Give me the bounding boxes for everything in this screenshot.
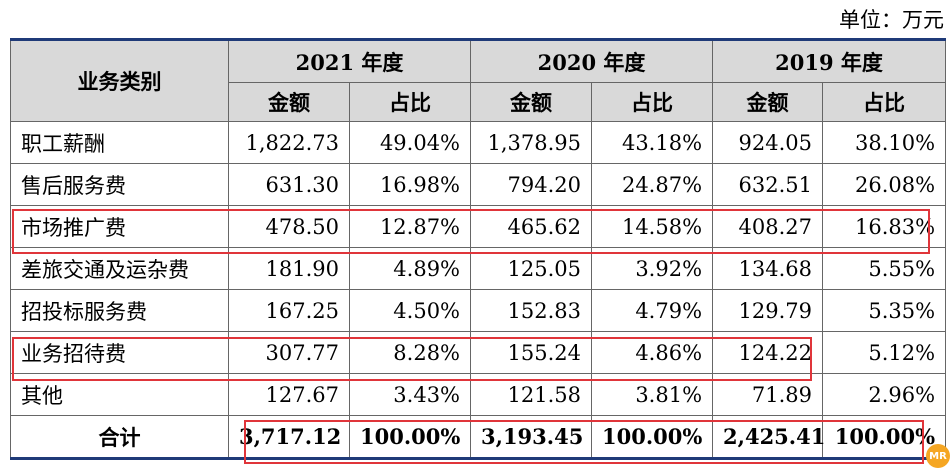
- total-ratio-2019: 100.00%: [822, 415, 947, 460]
- row-category: 职工薪酬: [10, 121, 229, 164]
- row-category: 差旅交通及运杂费: [10, 247, 229, 290]
- cell-amount-2021: 631.30: [228, 163, 350, 206]
- cell-amount-2020: 152.83: [470, 289, 593, 332]
- cell-amount-2020: 1,378.95: [470, 121, 593, 164]
- table-row: 市场推广费 478.50 12.87% 465.62 14.58% 408.27…: [10, 205, 947, 248]
- row-category: 招投标服务费: [10, 289, 229, 332]
- cell-amount-2021: 307.77: [228, 331, 350, 374]
- total-amount-2019: 2,425.41: [712, 415, 825, 460]
- table-row: 职工薪酬 1,822.73 49.04% 1,378.95 43.18% 924…: [10, 121, 947, 164]
- expense-table: 业务类别 2021 年度 2020 年度 2019 年度 金额 占比 金额 占比…: [10, 38, 947, 460]
- cell-ratio-2020: 4.86%: [591, 331, 714, 374]
- cell-ratio-2019: 26.08%: [822, 163, 947, 206]
- watermark-logo-icon: MR: [926, 444, 950, 468]
- cell-amount-2019: 408.27: [712, 205, 824, 248]
- cell-amount-2020: 125.05: [470, 247, 593, 290]
- table-row: 其他 127.67 3.43% 121.58 3.81% 71.89 2.96%: [10, 373, 947, 416]
- cell-ratio-2020: 3.92%: [591, 247, 714, 290]
- header-ratio: 占比: [822, 82, 947, 122]
- header-year-2019: 2019 年度: [712, 38, 947, 83]
- header-ratio: 占比: [591, 82, 714, 122]
- total-ratio-2020: 100.00%: [591, 415, 714, 460]
- header-amount: 金额: [470, 82, 593, 122]
- row-category: 业务招待费: [10, 331, 229, 374]
- cell-ratio-2021: 12.87%: [348, 205, 472, 248]
- header-ratio: 占比: [348, 82, 472, 122]
- cell-amount-2019: 124.22: [712, 331, 824, 374]
- total-label: 合计: [10, 415, 229, 460]
- cell-amount-2021: 1,822.73: [228, 121, 350, 164]
- cell-amount-2019: 134.68: [712, 247, 824, 290]
- cell-ratio-2020: 4.79%: [591, 289, 714, 332]
- header-amount: 金额: [712, 82, 824, 122]
- header-year-2021: 2021 年度: [227, 38, 472, 83]
- cell-amount-2019: 71.89: [712, 373, 824, 416]
- table-row: 差旅交通及运杂费 181.90 4.89% 125.05 3.92% 134.6…: [10, 247, 947, 290]
- cell-amount-2019: 129.79: [712, 289, 824, 332]
- cell-ratio-2020: 24.87%: [591, 163, 714, 206]
- header-amount: 金额: [228, 82, 350, 122]
- cell-ratio-2020: 3.81%: [591, 373, 714, 416]
- cell-amount-2020: 155.24: [470, 331, 593, 374]
- cell-amount-2020: 465.62: [470, 205, 593, 248]
- total-amount-2020: 3,193.45: [470, 415, 593, 460]
- cell-ratio-2019: 5.35%: [822, 289, 947, 332]
- cell-amount-2020: 794.20: [470, 163, 593, 206]
- cell-ratio-2020: 14.58%: [591, 205, 714, 248]
- cell-ratio-2019: 2.96%: [822, 373, 947, 416]
- cell-ratio-2021: 8.28%: [348, 331, 472, 374]
- cell-amount-2020: 121.58: [470, 373, 593, 416]
- table-row: 招投标服务费 167.25 4.50% 152.83 4.79% 129.79 …: [10, 289, 947, 332]
- cell-ratio-2019: 38.10%: [822, 121, 947, 164]
- cell-amount-2021: 127.67: [228, 373, 350, 416]
- cell-ratio-2021: 49.04%: [348, 121, 472, 164]
- table-row: 售后服务费 631.30 16.98% 794.20 24.87% 632.51…: [10, 163, 947, 206]
- row-category: 售后服务费: [10, 163, 229, 206]
- cell-amount-2021: 167.25: [228, 289, 350, 332]
- cell-ratio-2019: 5.12%: [822, 331, 947, 374]
- total-row: 合计 3,717.12 100.00% 3,193.45 100.00% 2,4…: [10, 415, 947, 460]
- header-category: 业务类别: [10, 38, 229, 122]
- cell-ratio-2020: 43.18%: [591, 121, 714, 164]
- cell-amount-2021: 181.90: [228, 247, 350, 290]
- total-ratio-2021: 100.00%: [348, 415, 472, 460]
- cell-ratio-2019: 16.83%: [822, 205, 947, 248]
- cell-ratio-2021: 3.43%: [348, 373, 472, 416]
- total-amount-2021: 3,717.12: [228, 415, 350, 460]
- cell-ratio-2019: 5.55%: [822, 247, 947, 290]
- cell-ratio-2021: 16.98%: [348, 163, 472, 206]
- unit-label: 单位：万元: [839, 8, 944, 32]
- row-category: 市场推广费: [10, 205, 229, 248]
- header-year-2020: 2020 年度: [470, 38, 714, 83]
- cell-amount-2021: 478.50: [228, 205, 350, 248]
- cell-ratio-2021: 4.89%: [348, 247, 472, 290]
- cell-amount-2019: 924.05: [712, 121, 824, 164]
- cell-ratio-2021: 4.50%: [348, 289, 472, 332]
- table-row: 业务招待费 307.77 8.28% 155.24 4.86% 124.22 5…: [10, 331, 947, 374]
- row-category: 其他: [10, 373, 229, 416]
- cell-amount-2019: 632.51: [712, 163, 824, 206]
